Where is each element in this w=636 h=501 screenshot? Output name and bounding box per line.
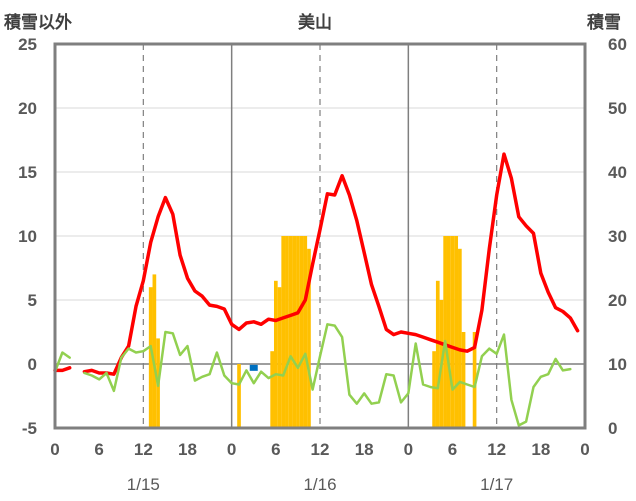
left-axis-title: 積雪以外	[4, 13, 72, 32]
series-line	[53, 152, 580, 376]
x-axis-tick-label: 12	[487, 440, 506, 459]
right-axis-tick-label: 60	[608, 35, 627, 54]
snow-depth-bar	[303, 236, 308, 428]
right-axis-tick-label: 0	[608, 419, 617, 438]
x-axis-tick-label: 0	[580, 440, 589, 459]
snow-depth-bar	[432, 351, 436, 428]
left-axis-tick-label: 10	[18, 227, 37, 246]
day-label: 1/17	[480, 475, 513, 494]
right-axis-tick-label: 20	[608, 291, 627, 310]
x-axis-tick-label: 12	[134, 440, 153, 459]
x-axis-tick-label: 12	[311, 440, 330, 459]
snow-depth-bar	[288, 236, 293, 428]
x-axis-tick-label: 0	[404, 440, 413, 459]
plot-frame	[53, 42, 587, 430]
snow-depth-bar	[454, 236, 459, 428]
snow-depth-bar	[443, 236, 447, 428]
snow-depth-bar	[273, 280, 278, 428]
left-axis-tick-label: -5	[22, 419, 37, 438]
snow-depth-bar	[299, 236, 304, 428]
x-axis-tick-label: 18	[178, 440, 197, 459]
snow-depth-bar	[270, 351, 274, 428]
x-axis-tick-label: 0	[50, 440, 59, 459]
series-marker	[249, 364, 258, 371]
right-axis-tick-label: 30	[608, 227, 627, 246]
snow-depth-bar	[148, 287, 153, 428]
snow-depth-bar	[292, 236, 297, 428]
snow-depth-bar	[461, 332, 466, 428]
snow-depth-bar	[281, 236, 286, 428]
snow-depth-bar	[307, 248, 311, 428]
snow-depth-bar	[285, 236, 289, 428]
x-axis-tick-label: 6	[448, 440, 457, 459]
day-label: 1/15	[127, 475, 160, 494]
snow-depth-bar	[152, 274, 157, 428]
series-line	[53, 323, 572, 427]
day-label: 1/16	[303, 475, 336, 494]
snow-depth-bar	[472, 332, 477, 428]
snow-depth-bar	[450, 236, 455, 428]
left-axis-tick-label: 15	[18, 163, 37, 182]
chart-title: 美山	[298, 13, 332, 32]
left-axis-tick-label: 0	[28, 355, 37, 374]
snow-depth-bar	[296, 236, 300, 428]
x-axis-tick-label: 18	[355, 440, 374, 459]
x-axis-tick-label: 18	[531, 440, 550, 459]
right-axis-tick-label: 50	[608, 99, 627, 118]
plot-border	[53, 42, 587, 430]
snow-depth-bar	[277, 287, 282, 428]
x-axis-tick-label: 6	[271, 440, 280, 459]
right-axis-tick-label: 10	[608, 355, 627, 374]
left-axis-tick-label: 5	[28, 291, 37, 310]
snow-depth-bar	[458, 248, 462, 428]
right-axis-tick-label: 40	[608, 163, 627, 182]
x-axis-tick-label: 6	[94, 440, 103, 459]
left-axis-tick-label: 20	[18, 99, 37, 118]
x-axis-tick-label: 0	[227, 440, 236, 459]
snow-depth-bar	[435, 280, 440, 428]
right-axis-title: 積雪	[587, 13, 621, 32]
snow-depth-bar	[446, 236, 451, 428]
left-axis-tick-label: 25	[18, 35, 37, 54]
snow-depth-bar	[237, 364, 241, 428]
